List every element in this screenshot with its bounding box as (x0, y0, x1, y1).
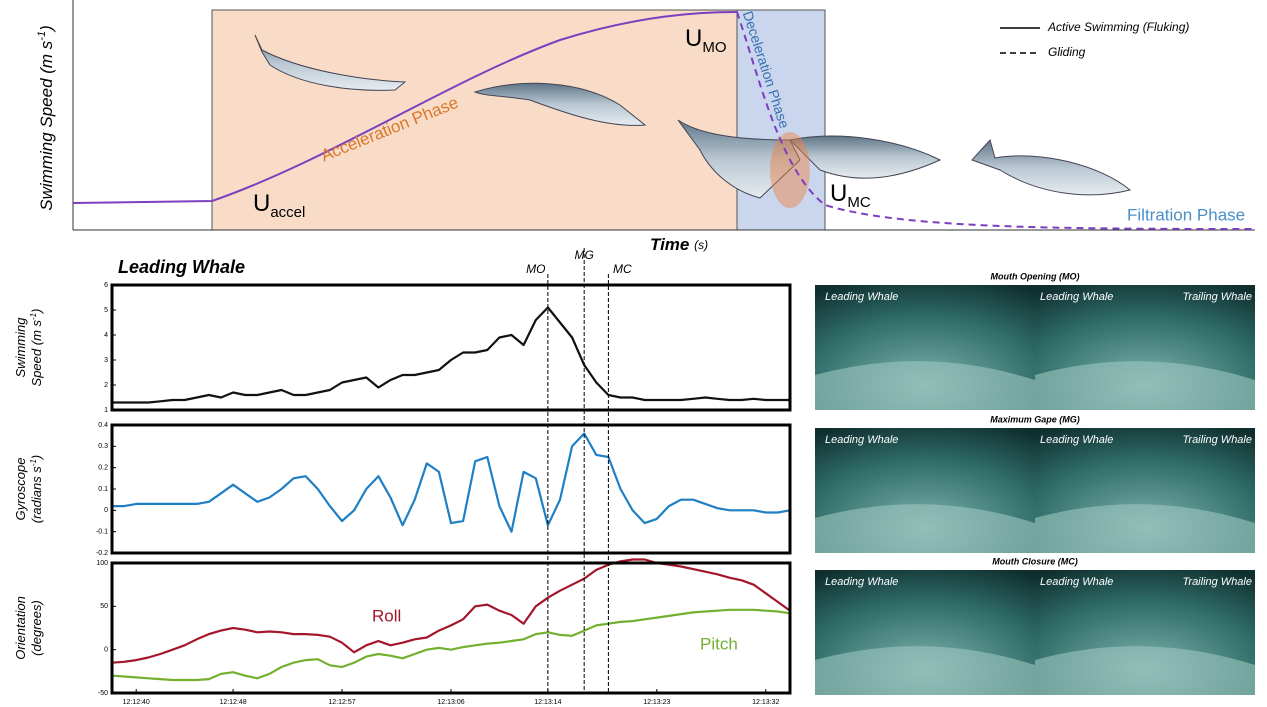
acceleration-box (211, 9, 738, 231)
y-label: SwimmingSpeed (m s-1) (13, 309, 44, 387)
x-tick-label: 12:12:48 (219, 699, 246, 706)
y-label-sup: -1 (36, 31, 48, 41)
photo-label: Trailing Whale (1183, 576, 1253, 588)
y-tick-label: 6 (104, 282, 108, 289)
photo-floor (815, 361, 1035, 410)
y-tick-label: 0.4 (98, 422, 108, 429)
y-tick-label: 3 (104, 357, 108, 364)
x-label: Time (s) (650, 235, 708, 254)
panel-frame (110, 561, 792, 695)
y-label: Swimming Speed (m s-1) (36, 25, 57, 211)
y-label: Orientation(degrees) (13, 596, 44, 660)
photo-floor (815, 646, 1035, 695)
speed-main: U (685, 25, 702, 52)
y-tick-label: 4 (104, 332, 108, 339)
photo-label: Leading Whale (1040, 576, 1113, 588)
speed-label: UMC (830, 180, 871, 211)
photo-floor (1035, 504, 1255, 553)
speed-label: Uaccel (253, 190, 305, 221)
x-tick-label: 12:13:32 (752, 699, 779, 706)
y-tick-label: -0.1 (96, 529, 108, 536)
speed-main: U (830, 180, 847, 207)
speed-curve-gliding (736, 11, 1256, 230)
y-tick-label: 0.3 (98, 443, 108, 450)
y-tick-label: 0 (104, 647, 108, 654)
event-label: MG (575, 248, 594, 262)
splash (770, 132, 810, 208)
legend-label: Gliding (1048, 45, 1086, 59)
panel-title: Leading Whale (118, 257, 245, 277)
y-label-line2: (degrees) (29, 600, 44, 656)
x-label-text: Time (650, 235, 689, 254)
y-tick-label: 5 (104, 307, 108, 314)
phase-label: Filtration Phase (1127, 205, 1245, 224)
series-label: Pitch (700, 634, 738, 653)
y-label-end: ) (29, 309, 44, 315)
y-tick-label: 2 (104, 382, 108, 389)
y-tick-label: 0 (104, 507, 108, 514)
y-label-line1: Gyroscope (13, 458, 28, 521)
photo-label: Leading Whale (825, 291, 898, 303)
x-tick-label: 12:12:40 (123, 699, 150, 706)
y-label-end: ) (29, 455, 44, 461)
x-label-unit: (s) (694, 238, 708, 252)
speed-sub: accel (270, 204, 305, 221)
speed-curve (72, 11, 738, 204)
event-label: MO (526, 262, 545, 276)
speed-sub: MC (847, 194, 870, 211)
photo-label: Leading Whale (825, 434, 898, 446)
y-label-end: ) (37, 25, 56, 33)
photo-label: Leading Whale (825, 576, 898, 588)
panel-frame (110, 283, 792, 412)
y-tick-label: 0.1 (98, 486, 108, 493)
speed-sub: MO (702, 39, 726, 56)
speed-label: UMO (685, 25, 727, 56)
whales (254, 34, 1132, 199)
y-label-line2: (radians s (29, 466, 44, 524)
y-label-line1: Orientation (13, 596, 28, 660)
x-tick-label: 12:13:14 (534, 699, 561, 706)
photo-title: Maximum Gape (MG) (990, 414, 1080, 424)
photo-label: Trailing Whale (1183, 434, 1253, 446)
y-label-sup: -1 (29, 313, 38, 320)
photo-floor (815, 504, 1035, 553)
y-tick-label: 1 (104, 407, 108, 414)
x-tick-label: 12:12:57 (328, 699, 355, 706)
y-tick-label: -0.2 (96, 550, 108, 557)
series-line (112, 432, 791, 533)
series-line (111, 608, 791, 682)
x-tick-label: 12:13:23 (643, 699, 670, 706)
event-label: MC (613, 262, 632, 276)
photos: Mouth Opening (MO) Leading Whale Leading W… (815, 271, 1255, 695)
y-tick-label: 50 (100, 603, 108, 610)
photo-title: Mouth Opening (MO) (991, 271, 1080, 281)
photo-label: Leading Whale (1040, 434, 1113, 446)
series-label: Roll (372, 606, 401, 625)
photo-label: Leading Whale (1040, 291, 1113, 303)
schematic: Swimming Speed (m s-1) Time (s) Accelera… (36, 0, 1256, 254)
y-tick-label: 100 (96, 560, 108, 567)
y-tick-label: -50 (98, 690, 108, 697)
panel-frame (110, 423, 792, 555)
speed-main: U (253, 190, 270, 217)
y-label: Gyroscope(radians s-1) (13, 455, 44, 524)
y-label-line2: Speed (m s (29, 320, 44, 387)
legend-label: Active Swimming (Fluking) (1047, 20, 1189, 34)
photo-label: Trailing Whale (1183, 291, 1253, 303)
series-line (111, 558, 791, 664)
photo-floor (1035, 361, 1255, 410)
photo-floor (1035, 646, 1255, 695)
x-tick-label: 12:13:06 (437, 699, 464, 706)
photo-title: Mouth Closure (MC) (992, 556, 1078, 566)
y-label-line1: Swimming (13, 317, 28, 378)
y-label-sup: -1 (29, 459, 38, 466)
y-tick-label: 0.2 (98, 465, 108, 472)
series-line (112, 306, 790, 404)
y-label-text: Swimming Speed (m s (37, 40, 56, 211)
